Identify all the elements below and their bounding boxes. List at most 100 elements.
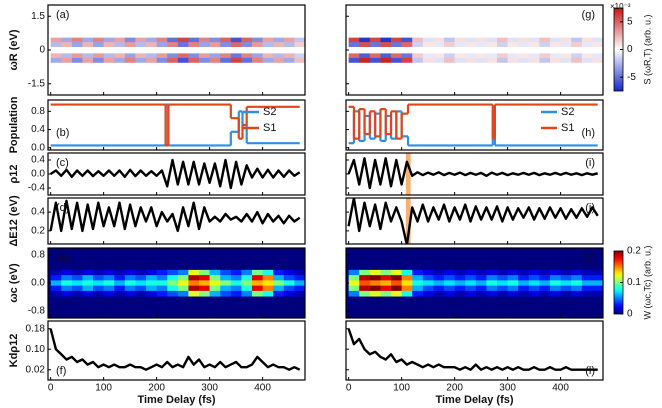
heatmap-cell xyxy=(369,290,381,297)
heatmap-cell xyxy=(539,53,551,59)
heatmap-cell xyxy=(50,285,62,292)
heatmap-cell xyxy=(592,275,603,281)
heatmap-cell xyxy=(539,290,551,297)
heatmap-cell xyxy=(71,42,83,48)
heatmap-cell xyxy=(507,42,519,48)
heatmap-cell xyxy=(230,275,242,281)
heatmap-cell xyxy=(444,290,456,297)
heatmap-cell xyxy=(156,37,168,43)
heatmap-cell xyxy=(188,53,200,59)
heatmap-cell xyxy=(571,53,583,59)
heatmap-cell xyxy=(146,53,158,59)
heatmap-cell xyxy=(61,275,73,281)
heatmap-cell xyxy=(465,285,477,292)
heatmap-cell xyxy=(401,290,413,297)
heatmap-cell xyxy=(486,53,498,59)
heatmap-cell xyxy=(348,53,360,59)
axes-frame xyxy=(345,320,604,381)
y-tick-label: 0.18 xyxy=(26,323,46,334)
heatmap-cell xyxy=(209,290,221,297)
heatmap-cell xyxy=(348,290,360,297)
heatmap-cell xyxy=(401,285,413,292)
heatmap-cell xyxy=(220,42,232,48)
panel-label: (d) xyxy=(56,202,69,214)
heatmap-cell xyxy=(61,269,73,276)
heatmap-cell xyxy=(283,57,295,63)
heatmap-cell xyxy=(507,285,519,292)
plot-area xyxy=(348,103,598,147)
heatmap-cell xyxy=(550,285,562,292)
heatmap-cell xyxy=(369,57,381,63)
heatmap-cell xyxy=(252,42,264,48)
heatmap-cell xyxy=(571,290,583,297)
heatmap-cell xyxy=(177,269,189,276)
heatmap-cell xyxy=(592,269,603,276)
heatmap-cell xyxy=(50,280,62,287)
heatmap-cell xyxy=(188,285,200,292)
heatmap-cell xyxy=(380,53,392,59)
heatmap-cell xyxy=(188,37,200,43)
heatmap-cell xyxy=(241,42,253,48)
heatmap-cell xyxy=(273,269,285,276)
x-tick-label: 200 xyxy=(446,383,463,394)
heatmap-cell xyxy=(486,57,498,63)
heatmap-cell xyxy=(167,285,179,292)
heatmap-cell xyxy=(369,269,381,276)
heatmap-cell xyxy=(475,53,487,59)
heatmap-cell xyxy=(475,290,487,297)
panel-label: (l) xyxy=(585,365,595,377)
heatmap-cell xyxy=(103,269,115,276)
heatmap-cell xyxy=(550,280,562,287)
heatmap-cell xyxy=(177,280,189,287)
heatmap-cell xyxy=(93,290,105,297)
heatmap-cell xyxy=(283,269,295,276)
heatmap-cell xyxy=(241,290,253,297)
heatmap-cell xyxy=(262,269,274,276)
heatmap-cell xyxy=(422,269,434,276)
heatmap-cell xyxy=(103,275,115,281)
panel-label: (j) xyxy=(585,202,595,214)
heatmap-cell xyxy=(369,53,381,59)
heatmap-cell xyxy=(454,275,466,281)
heatmap-cell xyxy=(146,280,158,287)
heatmap-cell xyxy=(135,280,147,287)
plot-area xyxy=(49,199,301,233)
panel-label: (a) xyxy=(56,9,69,21)
heatmap-cell xyxy=(433,269,445,276)
heatmap-cell xyxy=(199,280,211,287)
heatmap-cell xyxy=(230,53,242,59)
heatmap-cell xyxy=(167,53,179,59)
heatmap-cell xyxy=(412,37,424,43)
axes-frame xyxy=(47,99,306,151)
heatmap-cell xyxy=(422,285,434,292)
panel-label: (h) xyxy=(582,127,595,139)
heatmap-cell xyxy=(401,280,413,287)
heatmap-cell xyxy=(422,275,434,281)
heatmap-cell xyxy=(454,42,466,48)
heatmap-cell xyxy=(294,42,305,48)
heatmap-cell xyxy=(486,42,498,48)
heatmap-cell xyxy=(412,269,424,276)
heatmap-cell xyxy=(560,57,572,63)
heatmap-cell xyxy=(571,285,583,292)
heatmap-cell xyxy=(262,57,274,63)
heatmap-cell xyxy=(273,42,285,48)
heatmap-cell xyxy=(199,42,211,48)
plot-area xyxy=(347,198,599,244)
heatmap-cell xyxy=(71,269,83,276)
heatmap-cell xyxy=(486,290,498,297)
heatmap-cell xyxy=(550,57,562,63)
heatmap-cell xyxy=(359,275,371,281)
heatmap-cell xyxy=(412,42,424,48)
x-axis-label: Time Delay (fs) xyxy=(137,394,215,406)
heatmap-cell xyxy=(273,37,285,43)
heatmap-cell xyxy=(177,57,189,63)
heatmap-cell xyxy=(146,42,158,48)
heatmap-cell xyxy=(177,275,189,281)
heatmap-cell xyxy=(528,275,540,281)
heatmap-cell xyxy=(391,53,403,59)
heatmap-cell xyxy=(348,42,360,48)
heatmap-cell xyxy=(61,57,73,63)
colorbar-tick-label: 0.1 xyxy=(627,277,641,288)
heatmap-cell xyxy=(220,37,232,43)
